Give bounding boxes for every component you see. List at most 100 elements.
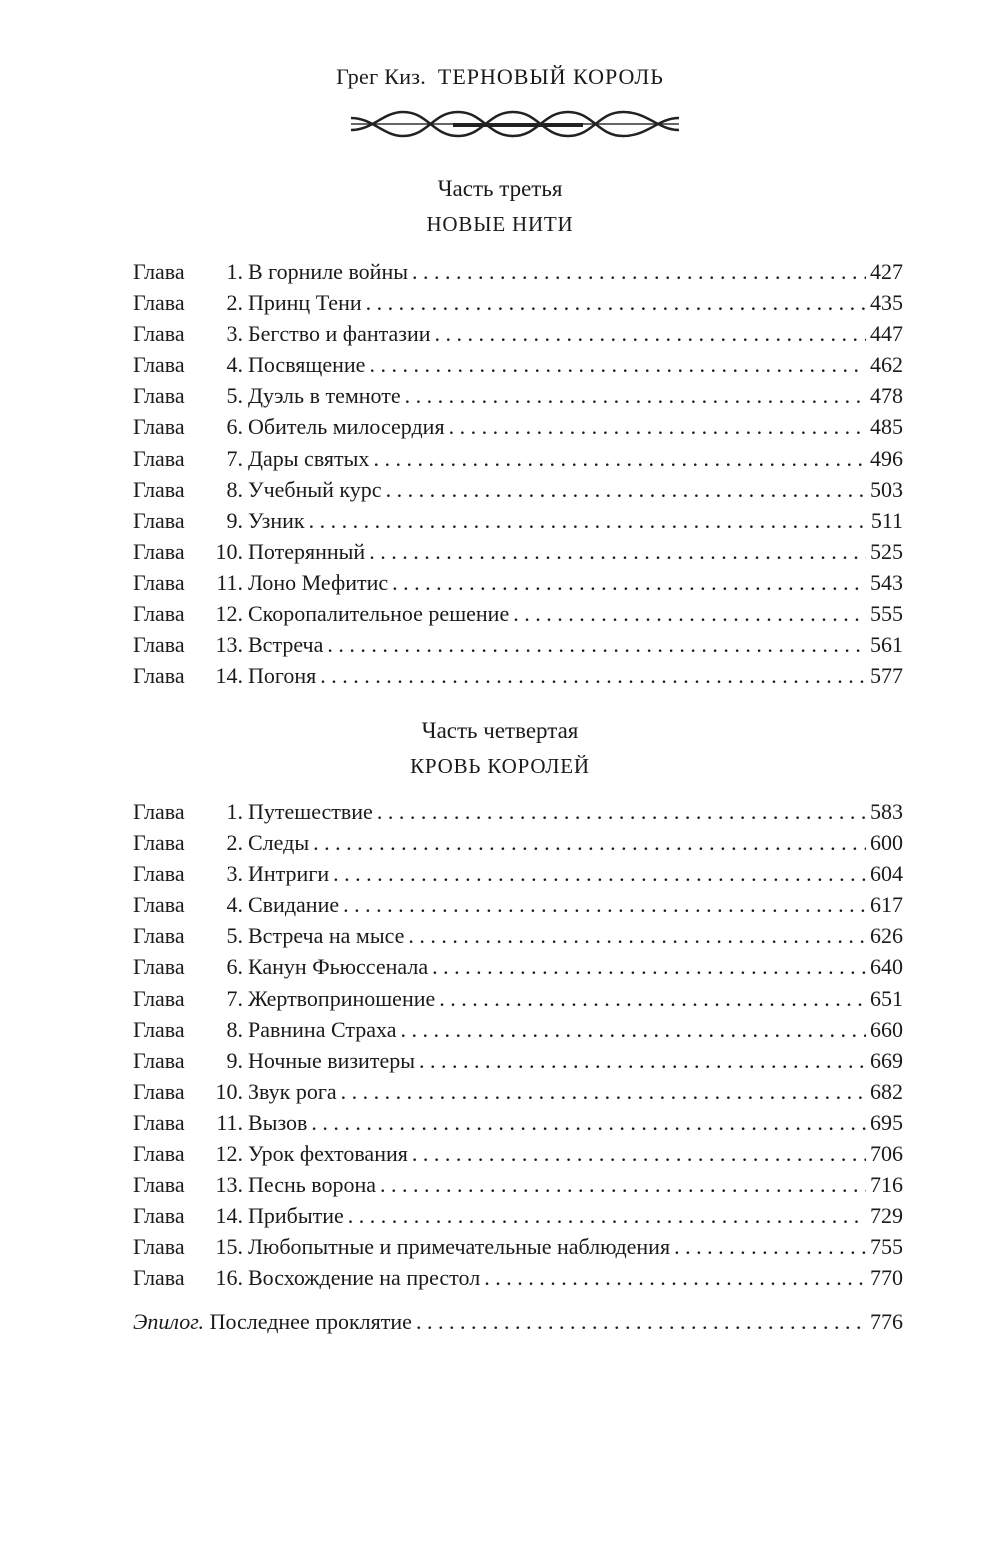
toc-entry[interactable]: Глава 8.Учебный курс 503 bbox=[133, 474, 903, 505]
page-number: 583 bbox=[870, 799, 903, 824]
chapter-number: 11. bbox=[216, 569, 243, 595]
toc-entry[interactable]: Глава 13.Встреча 561 bbox=[133, 629, 903, 660]
toc-entry[interactable]: Глава 11.Лоно Мефитис 543 bbox=[133, 567, 903, 598]
dot-leader bbox=[343, 889, 866, 920]
entry-title: Учебный курс bbox=[248, 476, 382, 502]
toc-entry[interactable]: Глава 3.Бегство и фантазии 447 bbox=[133, 318, 903, 349]
chapter-label: Глава bbox=[133, 383, 185, 409]
entry-title: Потерянный bbox=[248, 538, 366, 564]
toc-entry[interactable]: Глава 13.Песнь ворона 716 bbox=[133, 1169, 903, 1200]
chapter-number: 6. bbox=[226, 954, 244, 980]
dot-leader bbox=[327, 629, 866, 660]
chapter-number: 6. bbox=[226, 414, 244, 440]
chapter-label: Глава bbox=[133, 507, 185, 533]
toc-entry[interactable]: Глава 10.Потерянный 525 bbox=[133, 536, 903, 567]
chapter-label: Глава bbox=[133, 1172, 185, 1198]
toc-entry[interactable]: Глава 15. Любопытные и примечательные набл… bbox=[133, 1231, 903, 1262]
chapter-label: Глава bbox=[133, 1203, 185, 1229]
chapter-number: 12. bbox=[215, 1141, 244, 1167]
dot-leader bbox=[373, 443, 866, 474]
page-number: 577 bbox=[870, 663, 903, 689]
entry-title: Последнее проклятие bbox=[209, 1309, 412, 1334]
dot-leader bbox=[366, 287, 866, 318]
entry-title: Обитель милосердия bbox=[248, 414, 445, 440]
entry-title: Свидание bbox=[248, 892, 340, 918]
toc-entry[interactable]: Глава 4.Свидание 617 bbox=[133, 889, 903, 920]
chapter-label: Глава bbox=[133, 259, 185, 284]
toc-entry[interactable]: Глава 9.Узник 511 bbox=[133, 505, 903, 536]
dot-leader bbox=[408, 920, 866, 951]
toc-entry-epilogue[interactable]: Эпилог. Последнее проклятие 776 bbox=[133, 1306, 903, 1337]
toc-entry[interactable]: Глава 1.Путешествие 583 bbox=[133, 796, 903, 827]
toc-entry[interactable]: Глава 12.Урок фехтования 706 bbox=[133, 1138, 903, 1169]
entry-title: Вызов bbox=[248, 1109, 308, 1135]
part-subtitle: КРОВЬ КОРОЛЕЙ bbox=[410, 754, 590, 778]
toc-entry[interactable]: Глава 3.Интриги 604 bbox=[133, 858, 903, 889]
page-number: 617 bbox=[870, 892, 903, 918]
chapter-number: 1. bbox=[226, 259, 244, 284]
page-number: 729 bbox=[870, 1203, 903, 1229]
chapter-label: Глава bbox=[133, 1016, 185, 1042]
page-number: 511 bbox=[870, 507, 903, 533]
dot-leader bbox=[449, 411, 866, 442]
entry-title: Дары святых bbox=[248, 445, 370, 471]
dot-leader bbox=[313, 827, 866, 858]
dot-leader bbox=[320, 660, 866, 691]
entry-title: Дуэль в темноте bbox=[248, 383, 401, 409]
chapter-number: 16. bbox=[215, 1265, 244, 1291]
toc-entry[interactable]: Глава 11.Вызов 695 bbox=[133, 1107, 903, 1138]
dot-leader bbox=[439, 983, 866, 1014]
entry-title: Урок фехтования bbox=[248, 1141, 408, 1167]
entry-title: Жертвоприношение bbox=[248, 985, 436, 1011]
toc-entry[interactable]: Глава 2.Следы 600 bbox=[133, 827, 903, 858]
toc-entry[interactable]: Глава 7.Дары святых 496 bbox=[133, 443, 903, 474]
dot-leader bbox=[416, 1306, 866, 1337]
entry-title: В горниле войны bbox=[248, 259, 409, 284]
chapter-number: 3. bbox=[226, 861, 244, 887]
toc-entry[interactable]: Глава 9.Ночные визитеры 669 bbox=[133, 1045, 903, 1076]
dot-leader bbox=[311, 1107, 866, 1138]
toc-entry[interactable]: Глава 16.Восхождение на престол 770 bbox=[133, 1262, 903, 1293]
toc-entry[interactable]: Глава 5.Дуэль в темноте 478 bbox=[133, 380, 903, 411]
toc-entry[interactable]: Глава 4.Посвящение 462 bbox=[133, 349, 903, 380]
toc-entry[interactable]: Глава 14.Прибытие 729 bbox=[133, 1200, 903, 1231]
page-number: 651 bbox=[870, 985, 903, 1011]
toc-part-3: Глава 1.В горниле войны 427 Глава 2.Принц Те… bbox=[133, 256, 903, 691]
page-number: 435 bbox=[870, 290, 903, 316]
dot-leader bbox=[419, 1045, 866, 1076]
toc-entry[interactable]: Глава 12.Скоропалительное решение 555 bbox=[133, 598, 903, 629]
dot-leader bbox=[333, 858, 866, 889]
chapter-label: Глава bbox=[133, 321, 185, 347]
dot-leader bbox=[309, 505, 867, 536]
chapter-number: 13. bbox=[215, 1172, 244, 1198]
toc-entry[interactable]: Глава 6.Канун Фьюссенала 640 bbox=[133, 951, 903, 982]
entry-title: Встреча bbox=[248, 632, 324, 658]
chapter-number: 8. bbox=[226, 476, 244, 502]
entry-title: Погоня bbox=[248, 663, 317, 689]
chapter-label: Глава bbox=[133, 1078, 185, 1104]
dot-leader bbox=[513, 598, 866, 629]
chapter-label: Глава bbox=[133, 538, 185, 564]
chapter-number: 3. bbox=[226, 321, 244, 347]
toc-entry[interactable]: Глава 14.Погоня 577 bbox=[133, 660, 903, 691]
page-number: 776 bbox=[870, 1309, 903, 1334]
toc-entry[interactable]: Глава 8.Равнина Страха 660 bbox=[133, 1014, 903, 1045]
chapter-label: Глава bbox=[133, 476, 185, 502]
chapter-number: 2. bbox=[226, 830, 244, 856]
chapter-number: 2. bbox=[226, 290, 244, 316]
toc-entry[interactable]: Глава 1.В горниле войны 427 bbox=[133, 256, 903, 287]
toc-entry[interactable]: Глава 5.Встреча на мысе 626 bbox=[133, 920, 903, 951]
dot-leader bbox=[392, 567, 866, 598]
toc-entry[interactable]: Глава 10.Звук рога 682 bbox=[133, 1076, 903, 1107]
chapter-number: 15. bbox=[215, 1234, 244, 1260]
toc-entry[interactable]: Глава 7.Жертвоприношение 651 bbox=[133, 983, 903, 1014]
toc-entry[interactable]: Глава 2.Принц Тени 435 bbox=[133, 287, 903, 318]
entry-title: Канун Фьюссенала bbox=[248, 954, 429, 980]
toc-entry[interactable]: Глава 6.Обитель милосердия 485 bbox=[133, 411, 903, 442]
page-number: 660 bbox=[870, 1016, 903, 1042]
dot-leader bbox=[369, 349, 866, 380]
chapter-number: 12. bbox=[215, 601, 244, 627]
page-number: 543 bbox=[870, 569, 903, 595]
toc-part-4: Глава1.Путешествие583Глава2.Следы600Глав… bbox=[133, 796, 903, 1294]
chapter-number: 10. bbox=[215, 538, 244, 564]
